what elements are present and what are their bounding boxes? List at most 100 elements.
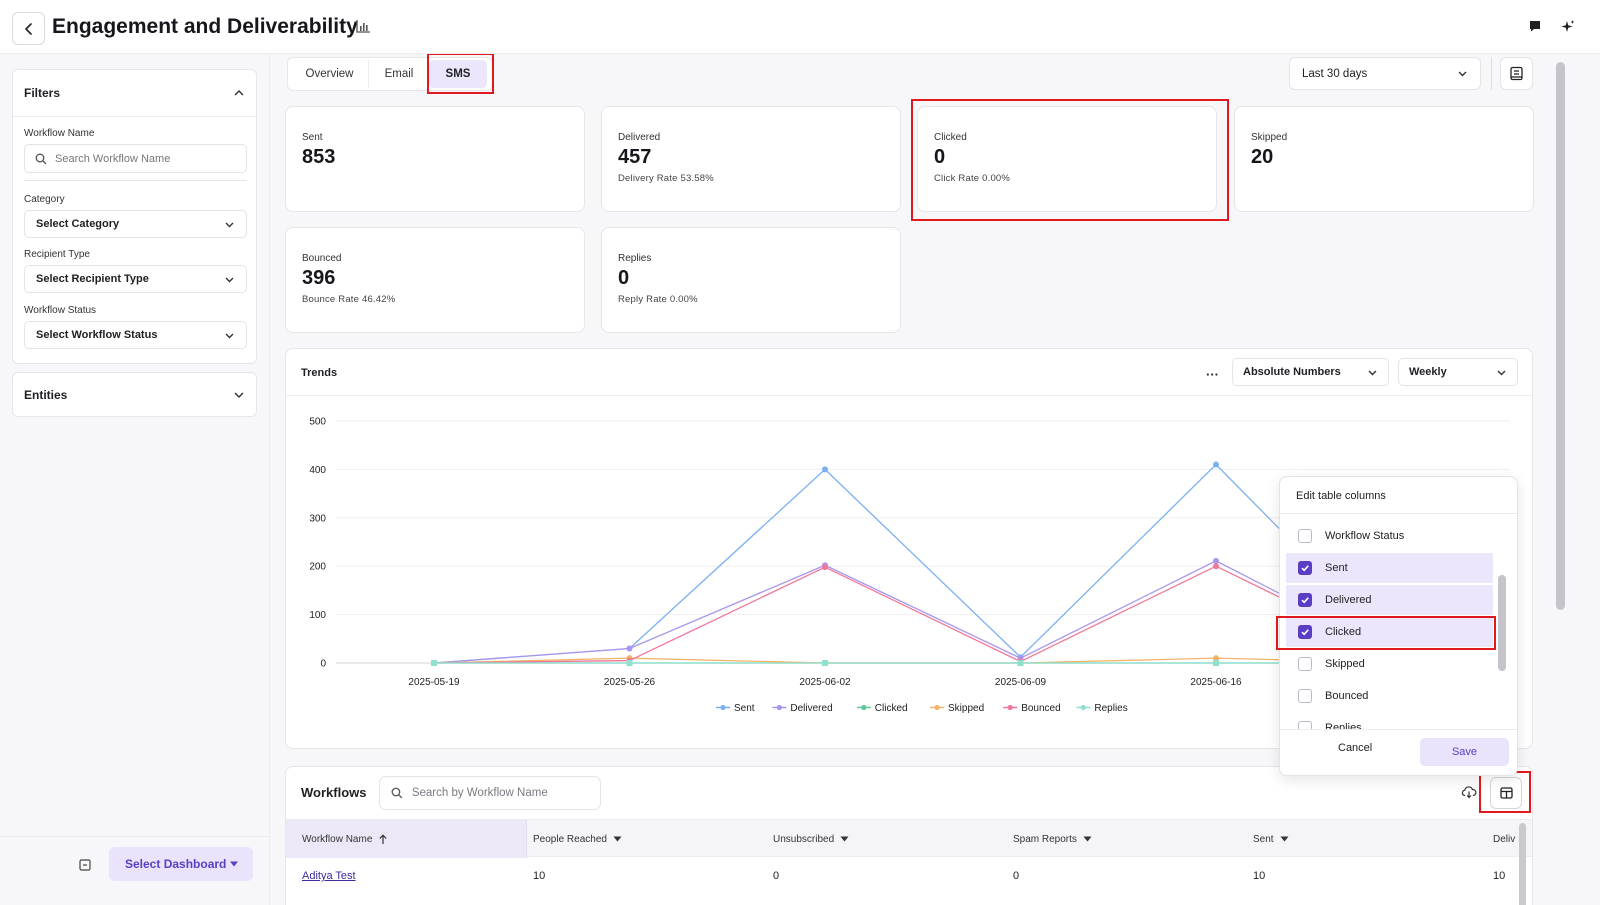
collapse-icon[interactable] bbox=[79, 859, 91, 871]
date-range-select[interactable]: Last 30 days bbox=[1289, 57, 1481, 90]
filters-panel: Filters Workflow Name Category Select Ca… bbox=[12, 69, 257, 364]
checkbox[interactable] bbox=[1298, 593, 1312, 607]
column-header-label: Deliv bbox=[1493, 833, 1516, 845]
column-header-people-reached[interactable]: People Reached bbox=[533, 820, 622, 858]
column-option-delivered[interactable]: Delivered bbox=[1286, 585, 1493, 615]
report-button[interactable] bbox=[1500, 57, 1533, 90]
chevron-down-icon bbox=[225, 277, 234, 282]
column-option-bounced[interactable]: Bounced bbox=[1286, 681, 1493, 711]
column-option-label: Clicked bbox=[1325, 626, 1362, 638]
workflows-title: Workflows bbox=[301, 785, 367, 800]
x-tick-label: 2025-05-19 bbox=[408, 677, 460, 688]
page-scrollbar[interactable] bbox=[1556, 62, 1565, 610]
top-bar: Engagement and Deliverability bbox=[0, 0, 1600, 54]
cancel-button[interactable]: Cancel bbox=[1338, 742, 1373, 754]
checkbox[interactable] bbox=[1298, 625, 1312, 639]
series-line bbox=[433, 560, 1412, 664]
data-point bbox=[626, 660, 633, 666]
filters-header[interactable]: Filters bbox=[13, 70, 256, 117]
stat-rate: Reply Rate 0.00% bbox=[618, 294, 698, 305]
column-option-workflow-status[interactable]: Workflow Status bbox=[1286, 521, 1493, 551]
column-header-unsubscribed[interactable]: Unsubscribed bbox=[773, 820, 849, 858]
select-dashboard-label: Select Dashboard bbox=[125, 857, 227, 871]
cell-spam-reports: 0 bbox=[1013, 870, 1020, 882]
cloud-download-icon[interactable] bbox=[1461, 785, 1477, 799]
legend-marker bbox=[720, 704, 726, 711]
x-tick-label: 2025-06-09 bbox=[995, 677, 1047, 688]
checkbox[interactable] bbox=[1298, 529, 1312, 543]
series-line bbox=[433, 565, 1412, 664]
column-header-sent[interactable]: Sent bbox=[1253, 820, 1289, 858]
edit-columns-panel: Edit table columns Workflow Status Sent … bbox=[1279, 476, 1518, 776]
column-header-label: Spam Reports bbox=[1013, 833, 1077, 845]
stat-label: Bounced bbox=[302, 253, 342, 264]
chevron-down-icon bbox=[225, 333, 234, 338]
data-point bbox=[1213, 655, 1219, 662]
measure-select[interactable]: Absolute Numbers bbox=[1232, 358, 1389, 386]
workflow-status-select[interactable]: Select Workflow Status bbox=[24, 321, 247, 349]
checkbox[interactable] bbox=[1298, 689, 1312, 703]
sparkle-icon[interactable] bbox=[1560, 19, 1576, 35]
caret-down-icon bbox=[230, 861, 238, 867]
table-scrollbar[interactable] bbox=[1519, 823, 1526, 905]
tab-email[interactable]: Email bbox=[384, 68, 414, 80]
bar-chart-icon[interactable] bbox=[356, 19, 371, 33]
entities-label: Entities bbox=[24, 387, 68, 402]
workflow-search-input[interactable] bbox=[411, 787, 589, 799]
chevron-down-icon bbox=[1458, 71, 1467, 77]
interval-select[interactable]: Weekly bbox=[1398, 358, 1518, 386]
caret-down-icon bbox=[1280, 836, 1289, 842]
caret-down-icon bbox=[613, 836, 622, 842]
tab-overview[interactable]: Overview bbox=[291, 60, 369, 88]
legend-marker bbox=[861, 704, 867, 711]
edit-columns-button[interactable] bbox=[1490, 777, 1522, 809]
chevron-down-icon bbox=[225, 222, 234, 227]
legend-label: Replies bbox=[1094, 703, 1127, 714]
comment-icon[interactable] bbox=[1528, 19, 1542, 33]
save-button[interactable]: Save bbox=[1420, 738, 1509, 766]
back-button[interactable] bbox=[12, 12, 45, 45]
edit-columns-footer: Cancel Save bbox=[1280, 729, 1517, 775]
x-tick-label: 2025-06-16 bbox=[1190, 677, 1242, 688]
stat-label: Clicked bbox=[934, 132, 967, 143]
column-header-label: People Reached bbox=[533, 833, 607, 845]
column-option-clicked[interactable]: Clicked bbox=[1286, 617, 1493, 647]
column-header-delivered[interactable]: Deliv bbox=[1493, 820, 1515, 858]
columns-scrollbar[interactable] bbox=[1498, 575, 1506, 671]
workflow-search[interactable] bbox=[379, 776, 601, 810]
y-tick-label: 400 bbox=[309, 465, 326, 476]
stat-value: 0 bbox=[618, 267, 630, 289]
category-select[interactable]: Select Category bbox=[24, 210, 247, 238]
stat-label: Delivered bbox=[618, 132, 661, 143]
y-tick-label: 300 bbox=[309, 513, 326, 524]
select-dashboard-button[interactable]: Select Dashboard bbox=[109, 847, 253, 881]
more-options-icon[interactable]: ··· bbox=[1206, 367, 1219, 382]
chevron-left-icon bbox=[24, 22, 32, 35]
entities-panel[interactable]: Entities bbox=[12, 372, 257, 417]
stat-card-clicked: Clicked 0 Click Rate 0.00% bbox=[917, 106, 1217, 212]
column-option-skipped[interactable]: Skipped bbox=[1286, 649, 1493, 679]
y-tick-label: 200 bbox=[309, 562, 326, 573]
stat-value: 457 bbox=[618, 146, 652, 168]
divider bbox=[24, 180, 247, 181]
column-option-label: Bounced bbox=[1325, 690, 1369, 702]
chevron-up-icon[interactable] bbox=[233, 87, 245, 99]
column-option-sent[interactable]: Sent bbox=[1286, 553, 1493, 583]
column-header-workflow-name[interactable]: Workflow Name bbox=[286, 820, 527, 858]
recipient-type-select[interactable]: Select Recipient Type bbox=[24, 265, 247, 293]
filters-title: Filters bbox=[24, 86, 61, 100]
workflow-name-input[interactable] bbox=[55, 152, 225, 165]
tab-sms[interactable]: SMS bbox=[429, 60, 487, 88]
workflow-name-search[interactable] bbox=[24, 144, 247, 173]
checkbox[interactable] bbox=[1298, 561, 1312, 575]
cell-unsubscribed: 0 bbox=[773, 870, 780, 882]
data-point bbox=[1213, 660, 1219, 666]
column-header-spam-reports[interactable]: Spam Reports bbox=[1013, 820, 1092, 858]
checkbox[interactable] bbox=[1298, 657, 1312, 671]
chevron-down-icon bbox=[1368, 370, 1377, 375]
category-label: Category bbox=[24, 194, 65, 205]
stat-card-bounced: Bounced 396 Bounce Rate 46.42% bbox=[285, 227, 585, 333]
cell-delivered: 10 bbox=[1493, 870, 1506, 882]
workflow-name-link[interactable]: Aditya Test bbox=[302, 870, 356, 882]
stat-rate: Delivery Rate 53.58% bbox=[618, 173, 714, 184]
